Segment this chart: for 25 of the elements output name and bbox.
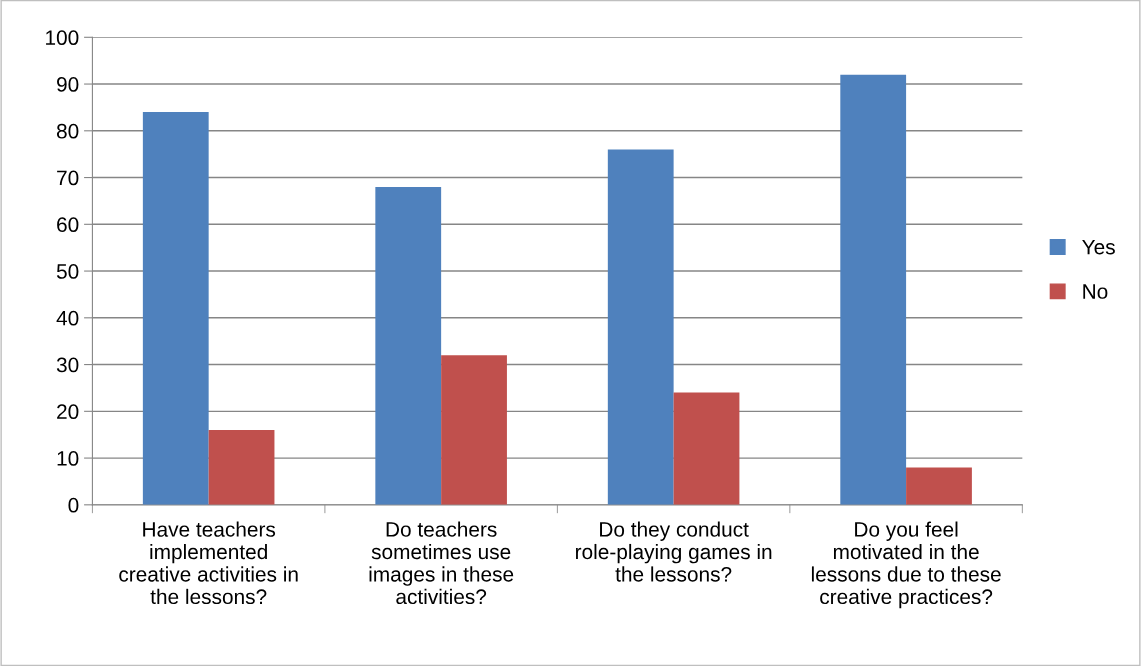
bar	[673, 392, 740, 505]
legend-label: No	[1083, 284, 1108, 299]
y-tick-label: 70	[57, 170, 79, 186]
y-tick-label: 60	[57, 217, 79, 233]
legend-label: Yes	[1082, 239, 1115, 255]
bar	[840, 74, 907, 505]
y-tick-label: 90	[57, 77, 79, 92]
x-tick-label: Do they conduct role-playing games in the lessons?	[576, 521, 772, 582]
y-tick-label: 30	[56, 357, 79, 373]
y-tick-label: 50	[56, 264, 79, 279]
y-tick-label: 20	[57, 404, 79, 420]
x-tick-label: Do you feel motivated in the lessons due to these creative practices?	[811, 521, 1001, 609]
y-tick-label: 10	[57, 451, 79, 466]
y-tick-label: 40	[56, 310, 79, 326]
bar	[441, 355, 507, 505]
y-tick-label: 100	[46, 30, 79, 46]
bar	[375, 186, 442, 505]
bar	[142, 112, 209, 505]
bar	[906, 467, 972, 505]
x-tick-label: Do teachers sometimes use images in these activities?	[369, 521, 514, 605]
y-tick-label: 80	[56, 123, 79, 139]
bar	[208, 430, 275, 505]
bar	[607, 149, 674, 505]
x-tick-label: Have teachers implemented creative activities in the lessons?	[119, 521, 298, 605]
y-tick-label: 0	[68, 497, 79, 513]
